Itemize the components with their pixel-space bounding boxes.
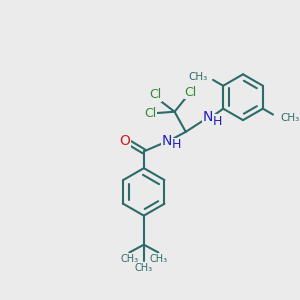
Text: Cl: Cl (144, 107, 157, 121)
Text: O: O (119, 134, 130, 148)
Text: CH₃: CH₃ (120, 254, 138, 264)
Text: Cl: Cl (149, 88, 161, 101)
Text: N: N (203, 110, 213, 124)
Text: CH₃: CH₃ (149, 254, 167, 264)
Text: N: N (162, 134, 172, 148)
Text: CH₃: CH₃ (280, 113, 299, 123)
Text: CH₃: CH₃ (135, 263, 153, 273)
Text: CH₃: CH₃ (188, 72, 207, 82)
Text: H: H (171, 139, 181, 152)
Text: Cl: Cl (184, 86, 196, 99)
Text: H: H (213, 115, 222, 128)
